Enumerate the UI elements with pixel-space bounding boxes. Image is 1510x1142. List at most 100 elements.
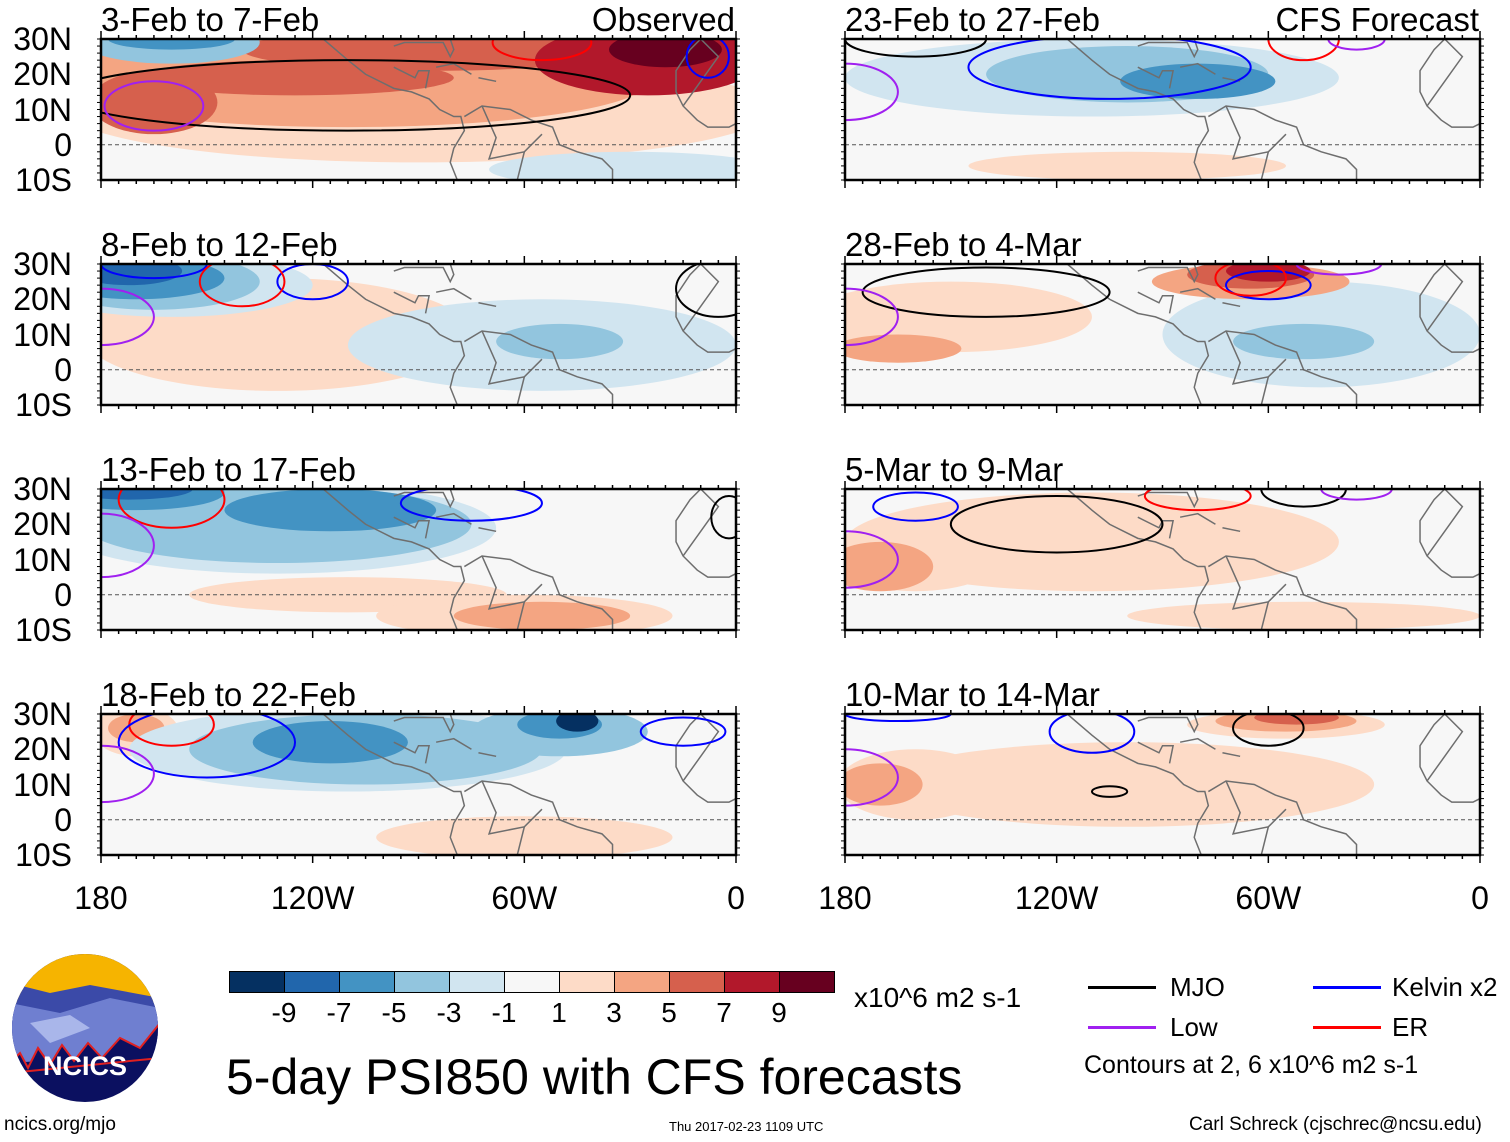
- lon-label: 120W: [270, 880, 355, 916]
- coastline: [393, 741, 430, 764]
- panel-tag: Observed: [591, 1, 735, 38]
- contour-kelvin: [1048, 714, 1136, 754]
- coastline: [322, 489, 466, 630]
- anomaly-region: [968, 151, 1286, 180]
- colorbar-swatch: [449, 971, 505, 993]
- coastline: [682, 489, 720, 557]
- coastline: [682, 264, 720, 332]
- contour-er: [1267, 39, 1340, 62]
- coastline: [1260, 151, 1270, 180]
- coastline: [516, 826, 526, 855]
- anomaly-region: [496, 323, 624, 360]
- anomaly-region: [880, 742, 1375, 827]
- legend-label-er: ER: [1392, 1012, 1429, 1042]
- colorbar-label: 9: [771, 997, 787, 1028]
- contour-low: [845, 530, 899, 589]
- contour-mjo: [949, 495, 1164, 554]
- contour-mjo: [710, 495, 736, 540]
- panel-title: 28-Feb to 4-Mar: [845, 226, 1082, 263]
- lat-label: 20N: [13, 281, 72, 318]
- legend-line-kelvin: [1313, 986, 1381, 989]
- coastline: [393, 714, 455, 734]
- svg-text:NCICS: NCICS: [43, 1051, 127, 1081]
- coastline: [1419, 39, 1480, 128]
- contour-note: Contours at 2, 6 x10^6 m2 s-1: [1084, 1051, 1419, 1079]
- panel-title: 10-Mar to 14-Mar: [845, 676, 1100, 713]
- coastline: [1225, 330, 1287, 385]
- lat-label: 10S: [15, 162, 72, 198]
- coastline: [1222, 527, 1241, 533]
- lon-label: 0: [1471, 880, 1489, 916]
- coastline: [1137, 714, 1199, 734]
- coastline: [478, 752, 497, 758]
- map-panel: [97, 256, 740, 413]
- lon-label: 120W: [1014, 880, 1099, 916]
- contour-low: [101, 744, 155, 804]
- lon-label: 180: [74, 880, 128, 916]
- contour-er: [491, 39, 593, 62]
- lat-label: 20N: [13, 56, 72, 93]
- map-panel: [841, 706, 1484, 863]
- coastline: [1260, 826, 1270, 855]
- coastline: [478, 527, 497, 533]
- contour-low: [845, 62, 899, 122]
- footer-author: Carl Schreck (cjschrec@ncsu.edu): [1189, 1114, 1482, 1135]
- contour-kelvin: [1225, 270, 1312, 301]
- coastline: [393, 489, 455, 509]
- coastline: [1066, 264, 1210, 405]
- coastline: [1066, 714, 1210, 855]
- panel-title: 18-Feb to 22-Feb: [101, 676, 356, 713]
- colorbar-label: -3: [436, 997, 462, 1028]
- coastline: [1137, 741, 1174, 764]
- coastline: [1137, 489, 1199, 509]
- coastline: [478, 77, 497, 83]
- contour-kelvin: [117, 714, 297, 779]
- lat-label: 30N: [13, 471, 72, 507]
- coastline: [1137, 264, 1199, 284]
- colorbar-swatch: [339, 971, 395, 993]
- coastline: [516, 151, 526, 180]
- colorbar-swatch: [229, 971, 285, 993]
- coastline: [1207, 555, 1358, 630]
- lat-label: 30N: [13, 696, 72, 732]
- contour-low: [1327, 39, 1386, 51]
- footer-url[interactable]: ncics.org/mjo: [4, 1114, 116, 1135]
- legend-label-mjo: MJO: [1170, 972, 1225, 1002]
- map-panel: [841, 31, 1484, 188]
- panel-title: 8-Feb to 12-Feb: [101, 226, 338, 263]
- colorbar-label: -7: [326, 997, 352, 1028]
- coastline: [322, 264, 466, 405]
- anomaly-region: [489, 151, 736, 180]
- coastline: [1426, 39, 1464, 107]
- contour-low: [845, 287, 899, 347]
- anomaly-region: [1127, 601, 1480, 630]
- coastline: [1207, 780, 1358, 855]
- panel-title: 3-Feb to 7-Feb: [101, 1, 320, 38]
- coastline: [1419, 489, 1480, 578]
- coastline: [516, 376, 526, 405]
- ncics-logo: NCICS: [12, 954, 158, 1102]
- anomaly-region: [1226, 264, 1311, 282]
- figure-title: 5-day PSI850 with CFS forecasts: [226, 1049, 963, 1105]
- contour-mjo: [1232, 714, 1305, 747]
- coastline: [322, 714, 466, 855]
- coastline: [393, 291, 430, 314]
- lat-label: 10S: [15, 387, 72, 423]
- coastline: [1179, 512, 1216, 525]
- colorbar-swatch: [394, 971, 450, 993]
- anomaly-region: [108, 39, 236, 50]
- coastline: [682, 39, 720, 107]
- contour-er: [117, 489, 226, 529]
- lat-label: 20N: [13, 731, 72, 768]
- coastline: [1222, 302, 1241, 308]
- coastline: [463, 330, 614, 405]
- coastline: [675, 264, 736, 353]
- colorbar-swatch: [504, 971, 560, 993]
- coastline: [463, 780, 614, 855]
- coastline: [435, 737, 472, 750]
- contour-mjo: [1090, 785, 1129, 798]
- legend-line-er: [1313, 1026, 1381, 1029]
- colorbar-label: 7: [716, 997, 732, 1028]
- coastline: [1260, 601, 1270, 630]
- anomaly-region: [1120, 63, 1276, 99]
